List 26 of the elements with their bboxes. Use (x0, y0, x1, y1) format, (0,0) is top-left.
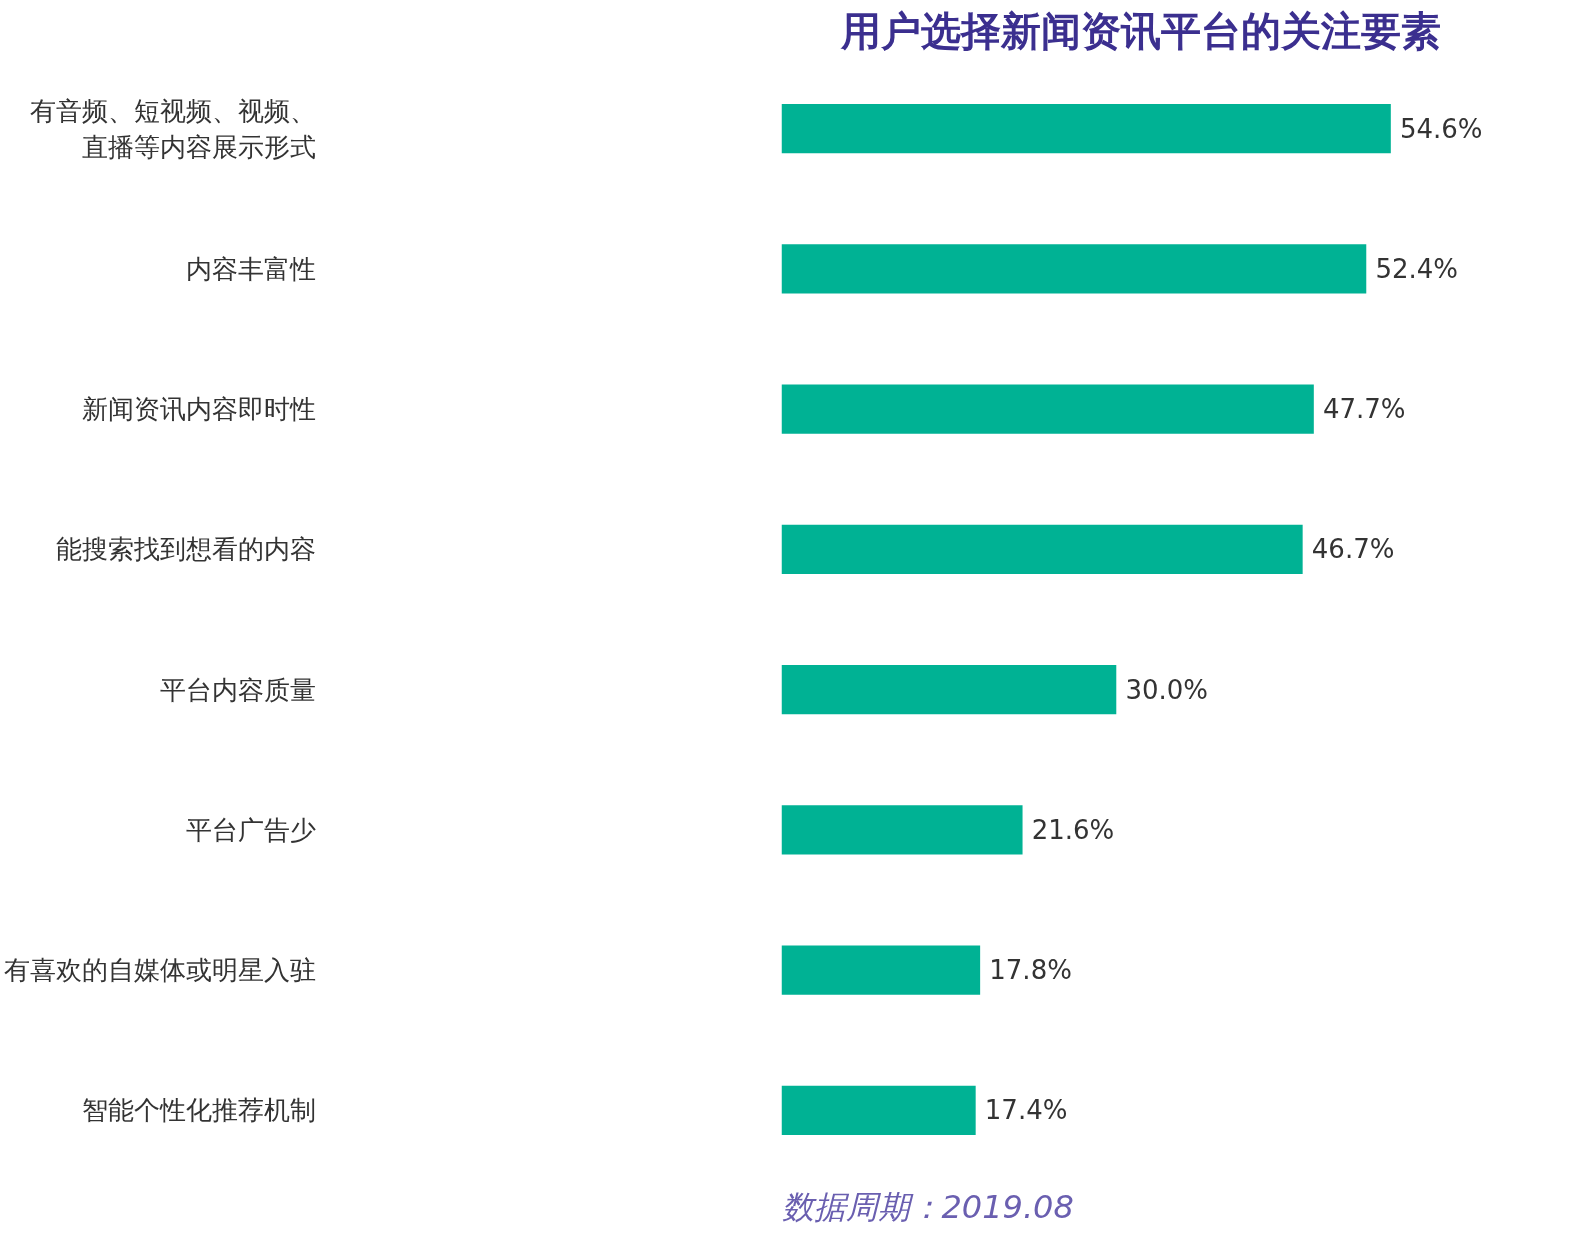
data-label: 30.0% (1125, 674, 1209, 705)
y-tick-label: 智能个性化推荐机制 (81, 1095, 316, 1126)
chart-title: 用户选择新闻资讯平台的关注要素 (840, 7, 1441, 54)
data-label: 17.4% (984, 1095, 1068, 1126)
data-label: 52.4% (1375, 253, 1459, 284)
bar (781, 104, 1391, 154)
bar (781, 1085, 976, 1135)
bar (781, 244, 1367, 294)
y-tick-label: 平台广告少 (185, 814, 316, 845)
y-tick-label: 新闻资讯内容即时性 (81, 394, 316, 425)
data-label: 17.8% (989, 955, 1072, 986)
bar (781, 665, 1117, 715)
y-tick-label: 内容丰富性 (185, 253, 316, 284)
bar (781, 805, 1023, 855)
y-tick-label: 有音频、短视频、视频、直播等内容展示形式 (29, 95, 316, 162)
data-label: 47.7% (1322, 394, 1406, 425)
y-tick-label: 有喜欢的自媒体或明星入驻 (3, 955, 316, 986)
bar (781, 384, 1314, 434)
data-label: 54.6% (1399, 113, 1483, 144)
y-tick-label: 平台内容质量 (159, 674, 316, 705)
text: 数据周期：2019.08 (781, 1187, 1074, 1226)
bar (781, 524, 1303, 574)
y-tick-label: 能搜索找到想看的内容 (55, 534, 316, 565)
data-label: 46.7% (1311, 534, 1395, 565)
bar (781, 945, 981, 995)
data-label: 21.6% (1031, 814, 1115, 845)
